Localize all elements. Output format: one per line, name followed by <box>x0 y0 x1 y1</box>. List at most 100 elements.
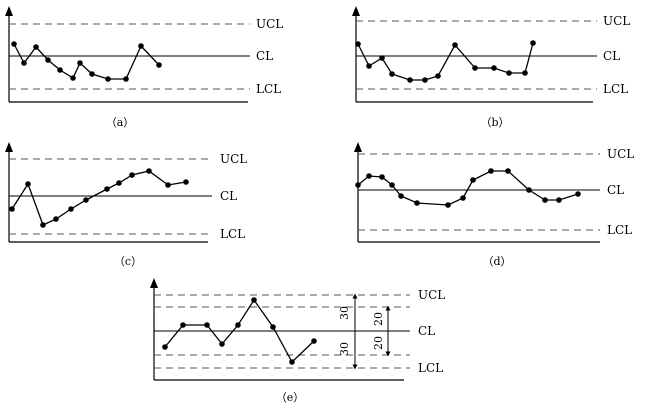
panel-c-cl-label: CL <box>220 189 237 203</box>
panel-b-point-3 <box>379 55 385 61</box>
panel-b-point-1 <box>355 41 361 47</box>
panel-b-point-5 <box>407 77 413 83</box>
panel-e-cl-label: CL <box>418 324 435 338</box>
panel-c-point-7 <box>104 186 110 192</box>
panel-d-cl-label: CL <box>607 183 624 197</box>
panel-e-point-1 <box>162 344 168 350</box>
panel-a-point-3 <box>33 44 39 50</box>
panel-d-point-4 <box>389 182 395 188</box>
panel-e-point-5 <box>235 322 241 328</box>
panel-b-y-arrow <box>352 6 360 16</box>
panel-c-point-9 <box>129 172 135 178</box>
panel-c-series <box>9 168 189 228</box>
panel-d-point-14 <box>556 197 562 203</box>
panel-b-ucl-label: UCL <box>603 14 630 28</box>
panel-d-point-13 <box>542 197 548 203</box>
panel-e-inner-lower-dim: 20 <box>372 336 385 350</box>
panel-c-point-5 <box>68 206 74 212</box>
panel-e-inner-upper-dim: 20 <box>372 312 385 326</box>
panel-a-caption: （a） <box>106 116 135 129</box>
panel-a-point-6 <box>70 75 76 81</box>
panel-c-series-line <box>11 170 187 226</box>
panel-c-point-1 <box>9 206 15 212</box>
panel-b-caption: （b） <box>480 116 509 129</box>
panel-b-lcl-label: LCL <box>603 82 628 96</box>
panel-c-point-3 <box>40 222 46 228</box>
panel-b-point-4 <box>389 71 395 77</box>
panel-e-point-9 <box>311 338 317 344</box>
panel-e: UCL CL LCL 30 30 20 20 （e） <box>150 278 445 404</box>
panel-e-caption: （e） <box>276 391 305 404</box>
panel-d-point-8 <box>460 195 466 201</box>
panel-a-series-line <box>13 43 160 80</box>
panel-c-point-4 <box>53 216 59 222</box>
panel-e-point-3 <box>204 322 210 328</box>
panel-a-point-2 <box>21 60 27 66</box>
panel-a-point-11 <box>138 43 144 49</box>
panel-a-lcl-label: LCL <box>256 82 281 96</box>
panel-d-series <box>355 168 581 208</box>
panel-c-lcl-label: LCL <box>220 227 245 241</box>
panel-d-point-2 <box>366 173 372 179</box>
panel-c-point-12 <box>183 179 189 185</box>
panel-a-point-5 <box>57 67 63 73</box>
panel-e-point-7 <box>270 324 276 330</box>
panel-b-point-2 <box>366 63 372 69</box>
panel-d-point-6 <box>414 200 420 206</box>
panel-b-point-13 <box>530 40 536 46</box>
panel-a-point-1 <box>11 41 17 47</box>
panel-d-point-12 <box>526 187 532 193</box>
panel-a: UCL CL LCL （a） <box>5 6 283 129</box>
panel-c-point-11 <box>165 182 171 188</box>
panel-b-cl-label: CL <box>603 49 620 63</box>
panel-b-point-7 <box>435 73 441 79</box>
panel-b: UCL CL LCL （b） <box>352 6 630 129</box>
panel-a-point-12 <box>156 62 162 68</box>
panel-a-point-8 <box>89 71 95 77</box>
panel-c-point-2 <box>25 181 31 187</box>
panel-a-point-10 <box>123 76 129 82</box>
panel-c: UCL CL LCL （c） <box>5 142 247 268</box>
panel-e-y-arrow <box>150 278 158 288</box>
panel-a-cl-label: CL <box>256 49 273 63</box>
panel-b-point-11 <box>506 70 512 76</box>
panel-e-ucl-label: UCL <box>418 288 445 302</box>
panel-c-point-10 <box>146 168 152 174</box>
panel-a-y-arrow <box>5 6 13 16</box>
panel-a-point-7 <box>77 60 83 66</box>
panel-d-point-5 <box>398 193 404 199</box>
panel-e-outer-lower-dim: 30 <box>338 342 351 356</box>
panel-c-ucl-label: UCL <box>220 152 247 166</box>
panel-d-point-15 <box>575 191 581 197</box>
panel-c-caption: （c） <box>114 255 142 268</box>
panel-e-point-2 <box>180 322 186 328</box>
panel-d-ucl-label: UCL <box>607 147 634 161</box>
panel-d-point-7 <box>445 202 451 208</box>
panel-d-lcl-label: LCL <box>607 223 632 237</box>
panel-e-lcl-label: LCL <box>418 361 443 375</box>
panel-d: UCL CL LCL （d） <box>354 142 634 268</box>
panel-b-point-12 <box>522 70 528 76</box>
panel-d-y-arrow <box>354 142 362 152</box>
panel-e-outer-upper-dim: 30 <box>338 306 351 320</box>
panel-d-point-3 <box>379 174 385 180</box>
panel-e-point-6 <box>251 297 257 303</box>
panel-a-series <box>11 41 162 82</box>
panel-c-y-arrow <box>5 142 13 152</box>
panel-a-ucl-label: UCL <box>256 17 283 31</box>
panel-d-point-11 <box>505 168 511 174</box>
panel-d-point-9 <box>470 177 476 183</box>
panel-e-point-8 <box>289 359 295 365</box>
panel-e-point-4 <box>219 341 225 347</box>
panel-e-series <box>162 297 317 365</box>
panel-d-point-1 <box>355 182 361 188</box>
panel-b-point-10 <box>491 65 497 71</box>
panel-b-point-8 <box>452 42 458 48</box>
panel-b-point-6 <box>422 77 428 83</box>
panel-d-caption: （d） <box>482 255 511 268</box>
panel-b-series <box>355 40 536 83</box>
panel-a-point-9 <box>105 76 111 82</box>
panel-b-point-9 <box>472 65 478 71</box>
panel-c-point-8 <box>116 180 122 186</box>
